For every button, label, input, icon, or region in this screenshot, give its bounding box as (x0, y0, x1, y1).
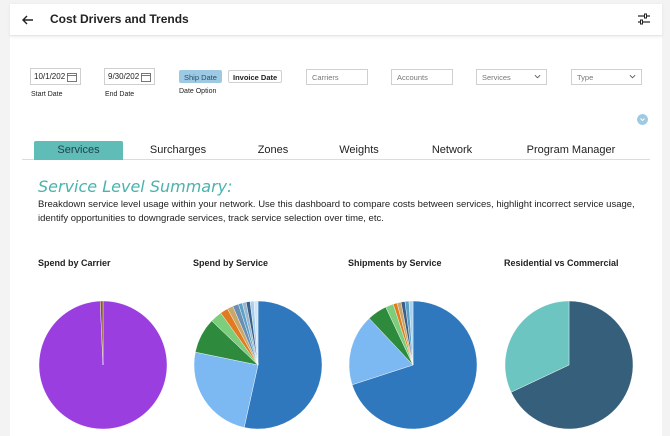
pie-slice[interactable] (351, 300, 478, 430)
invoice-date-button[interactable]: Invoice Date (228, 70, 283, 83)
ship-date-button[interactable]: Ship Date (179, 70, 222, 83)
pie-title-shipments-by-service: Shipments by Service (348, 258, 442, 268)
tab-program-manager[interactable]: Program Manager (526, 144, 616, 156)
accounts-select[interactable]: Accounts (391, 69, 453, 85)
tab-network[interactable]: Network (431, 144, 473, 156)
type-select[interactable]: Type (571, 69, 642, 85)
start-date-value: 10/1/202 (34, 72, 66, 81)
carriers-select[interactable]: Carriers (306, 69, 368, 85)
tab-zones[interactable]: Zones (257, 144, 289, 156)
pie-slice[interactable] (193, 351, 259, 428)
pie-slice[interactable] (99, 300, 104, 366)
pie-slice[interactable] (504, 300, 570, 393)
pie-title-residential-vs-commercial: Residential vs Commercial (504, 258, 619, 268)
page-header: Cost Drivers and Trends (10, 4, 662, 36)
filter-sliders-icon[interactable] (636, 11, 652, 27)
calendar-icon[interactable] (141, 72, 151, 82)
pie-slice[interactable] (408, 300, 414, 366)
end-date-label: End Date (105, 91, 135, 98)
back-arrow-icon[interactable] (18, 10, 38, 30)
tab-weights[interactable]: Weights (339, 144, 379, 156)
pie-chart-residential-vs-commercial[interactable] (504, 300, 634, 430)
chevron-down-icon (629, 74, 636, 79)
type-placeholder: Type (577, 73, 594, 82)
tab-bar: Services Surcharges Zones Weights Networ… (22, 141, 650, 160)
end-date-input[interactable]: 9/30/202 (104, 68, 155, 85)
pie-slice[interactable] (510, 300, 634, 430)
pie-chart-shipments-by-service[interactable] (348, 300, 478, 430)
carriers-placeholder: Carriers (312, 73, 339, 82)
pie-chart-spend-by-carrier[interactable] (38, 300, 168, 430)
start-date-input[interactable]: 10/1/202 (30, 68, 81, 85)
services-placeholder: Services (482, 73, 511, 82)
pie-title-spend-by-carrier: Spend by Carrier (38, 258, 111, 268)
date-option-label: Date Option (179, 88, 217, 95)
section-title: Service Level Summary: (38, 177, 233, 196)
pie-title-spend-by-service: Spend by Service (193, 258, 269, 268)
accounts-placeholder: Accounts (397, 73, 428, 82)
end-date-value: 9/30/202 (108, 72, 140, 81)
chevron-down-icon (534, 74, 541, 79)
page-title: Cost Drivers and Trends (50, 12, 189, 26)
pie-slice[interactable] (243, 300, 323, 430)
pie-slice[interactable] (348, 318, 414, 386)
section-description: Breakdown service level usage within you… (38, 199, 635, 224)
calendar-icon[interactable] (67, 72, 77, 82)
expand-filters-icon[interactable] (637, 114, 648, 125)
tab-surcharges[interactable]: Surcharges (149, 144, 207, 156)
start-date-label: Start Date (31, 91, 63, 98)
pie-slice[interactable] (253, 300, 259, 366)
services-select[interactable]: Services (476, 69, 547, 85)
pie-chart-spend-by-service[interactable] (193, 300, 323, 430)
tab-services[interactable]: Services (34, 141, 123, 160)
